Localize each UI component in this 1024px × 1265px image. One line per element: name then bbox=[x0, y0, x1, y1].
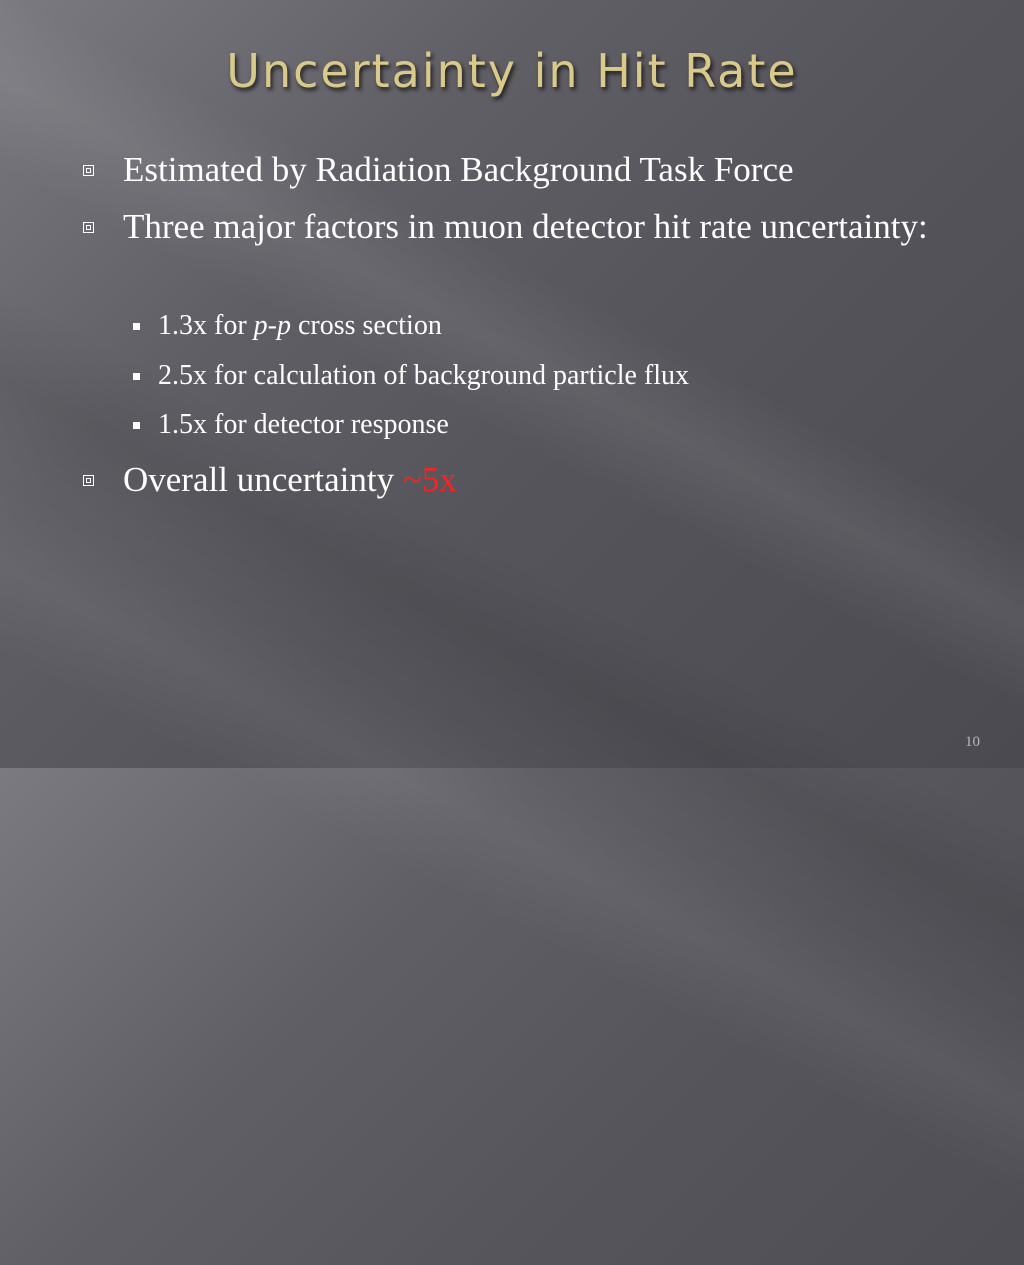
bullet-icon bbox=[83, 165, 94, 176]
sub-bullet-icon bbox=[133, 323, 140, 330]
highlight-text: ~5x bbox=[402, 460, 457, 499]
text-run: p bbox=[253, 310, 268, 341]
bullet-text: Estimated by Radiation Background Task F… bbox=[123, 150, 794, 189]
sub-bullet-icon bbox=[133, 373, 140, 380]
text-run: cross section bbox=[290, 310, 442, 341]
text-run: 1.3x for bbox=[158, 310, 254, 341]
slide-title: Uncertainty in Hit Rate bbox=[226, 44, 798, 98]
text-run: - bbox=[267, 310, 277, 341]
text-run: 1.5x for detector response bbox=[158, 409, 449, 440]
bullet-text: Three major factors in muon detector hit… bbox=[123, 207, 928, 246]
sub-bullet-text: 2.5x for calculation of background parti… bbox=[158, 359, 689, 393]
background-streak bbox=[0, 180, 1024, 1026]
bullet-icon bbox=[83, 222, 94, 233]
page-number: 10 bbox=[965, 734, 980, 750]
text-run: 2.5x for calculation of background parti… bbox=[158, 360, 690, 391]
sub-bullet-icon bbox=[133, 422, 140, 429]
background-streak bbox=[0, 420, 1024, 1265]
sub-bullet-text: 1.5x for detector response bbox=[158, 408, 449, 442]
sub-bullet-text: 1.3x for p-p cross section bbox=[158, 309, 442, 343]
bullet-text: Overall uncertainty ~5x bbox=[123, 456, 953, 503]
text-run: p bbox=[276, 310, 291, 341]
text-run: Overall uncertainty bbox=[123, 460, 403, 499]
bullet-icon bbox=[83, 475, 94, 486]
